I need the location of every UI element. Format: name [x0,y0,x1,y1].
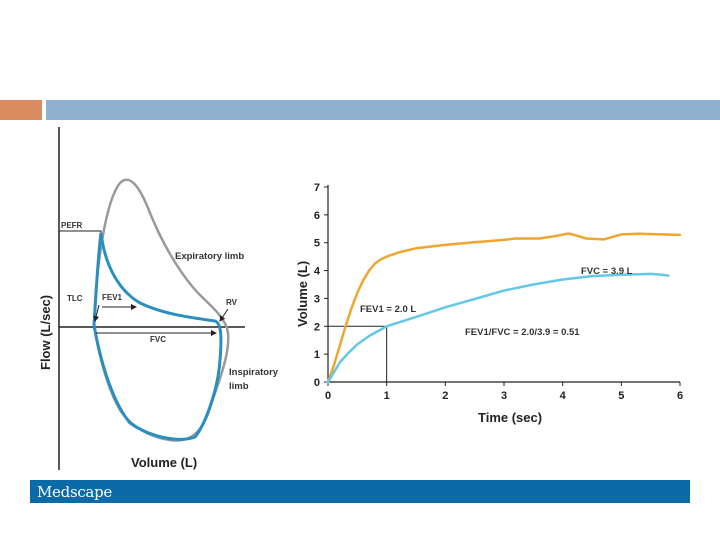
y-tick-label: 3 [314,293,320,305]
y-tick-label: 2 [314,321,320,333]
flow-axis-title: Flow (L/sec) [38,295,53,370]
rv-arrow [219,308,229,322]
flow-volume-blue-curve [92,232,223,441]
fev1-annotation: FEV1 = 2.0 L [360,304,416,315]
y-tick-label: 5 [314,238,320,250]
spirogram-series [326,232,682,384]
flow-volume-loop: PEFR Expiratory limb TLC FEV1 RV FVC Ins… [38,127,279,470]
spirogram-chart: 0 1 2 3 4 5 6 0 1 2 3 4 5 6 7 FEV1 = 2.0 L FVC = 3.9 L… [295,182,683,425]
y-tick-label: 1 [314,349,320,361]
x-tick-label: 6 [677,390,683,402]
tlc-label: TLC [67,294,83,303]
accent-bar-orange [0,100,42,120]
figure-svg: PEFR Expiratory limb TLC FEV1 RV FVC Ins… [38,127,683,470]
y-tick-label: 4 [314,266,321,278]
brand-logo-text: Medscape [37,483,112,501]
fvc-loop-label: FVC [150,335,166,344]
x-tick-label: 1 [384,390,390,402]
x-tick-label: 0 [325,390,331,402]
fvc-annotation: FVC = 3.9 L [581,266,633,277]
ratio-annotation: FEV1/FVC = 2.0/3.9 = 0.51 [465,327,580,338]
spirogram-x-title: Time (sec) [478,410,542,425]
expiratory-limb-label: Expiratory limb [175,251,244,262]
y-tick-label: 0 [314,377,320,389]
x-tick-label: 3 [501,390,507,402]
normal-volume-curve [326,232,682,384]
spirogram-ticks: 0 1 2 3 4 5 6 0 1 2 3 4 5 6 7 [314,182,683,402]
medscape-banner: Medscape [30,480,690,503]
tlc-arrow [93,304,100,322]
rv-label: RV [226,298,238,307]
y-tick-label: 6 [314,210,320,222]
spirogram-y-title: Volume (L) [295,261,310,327]
x-tick-label: 4 [560,390,567,402]
pefr-label: PEFR [61,221,83,230]
inspiratory-limb-label-line1: Inspiratory [229,367,279,378]
obstructed-volume-curve [326,272,670,384]
x-tick-label: 5 [618,390,624,402]
x-tick-label: 2 [442,390,448,402]
inspiratory-limb-label-line2: limb [229,381,249,392]
accent-bar-blue [46,100,720,120]
y-tick-label: 7 [314,182,320,194]
pefr-marker-line [59,230,102,245]
pulmonary-function-figure: PEFR Expiratory limb TLC FEV1 RV FVC Ins… [30,125,690,480]
volume-axis-title: Volume (L) [131,455,197,470]
fev1-guide-lines [328,325,388,382]
fev1-loop-label: FEV1 [102,293,123,302]
